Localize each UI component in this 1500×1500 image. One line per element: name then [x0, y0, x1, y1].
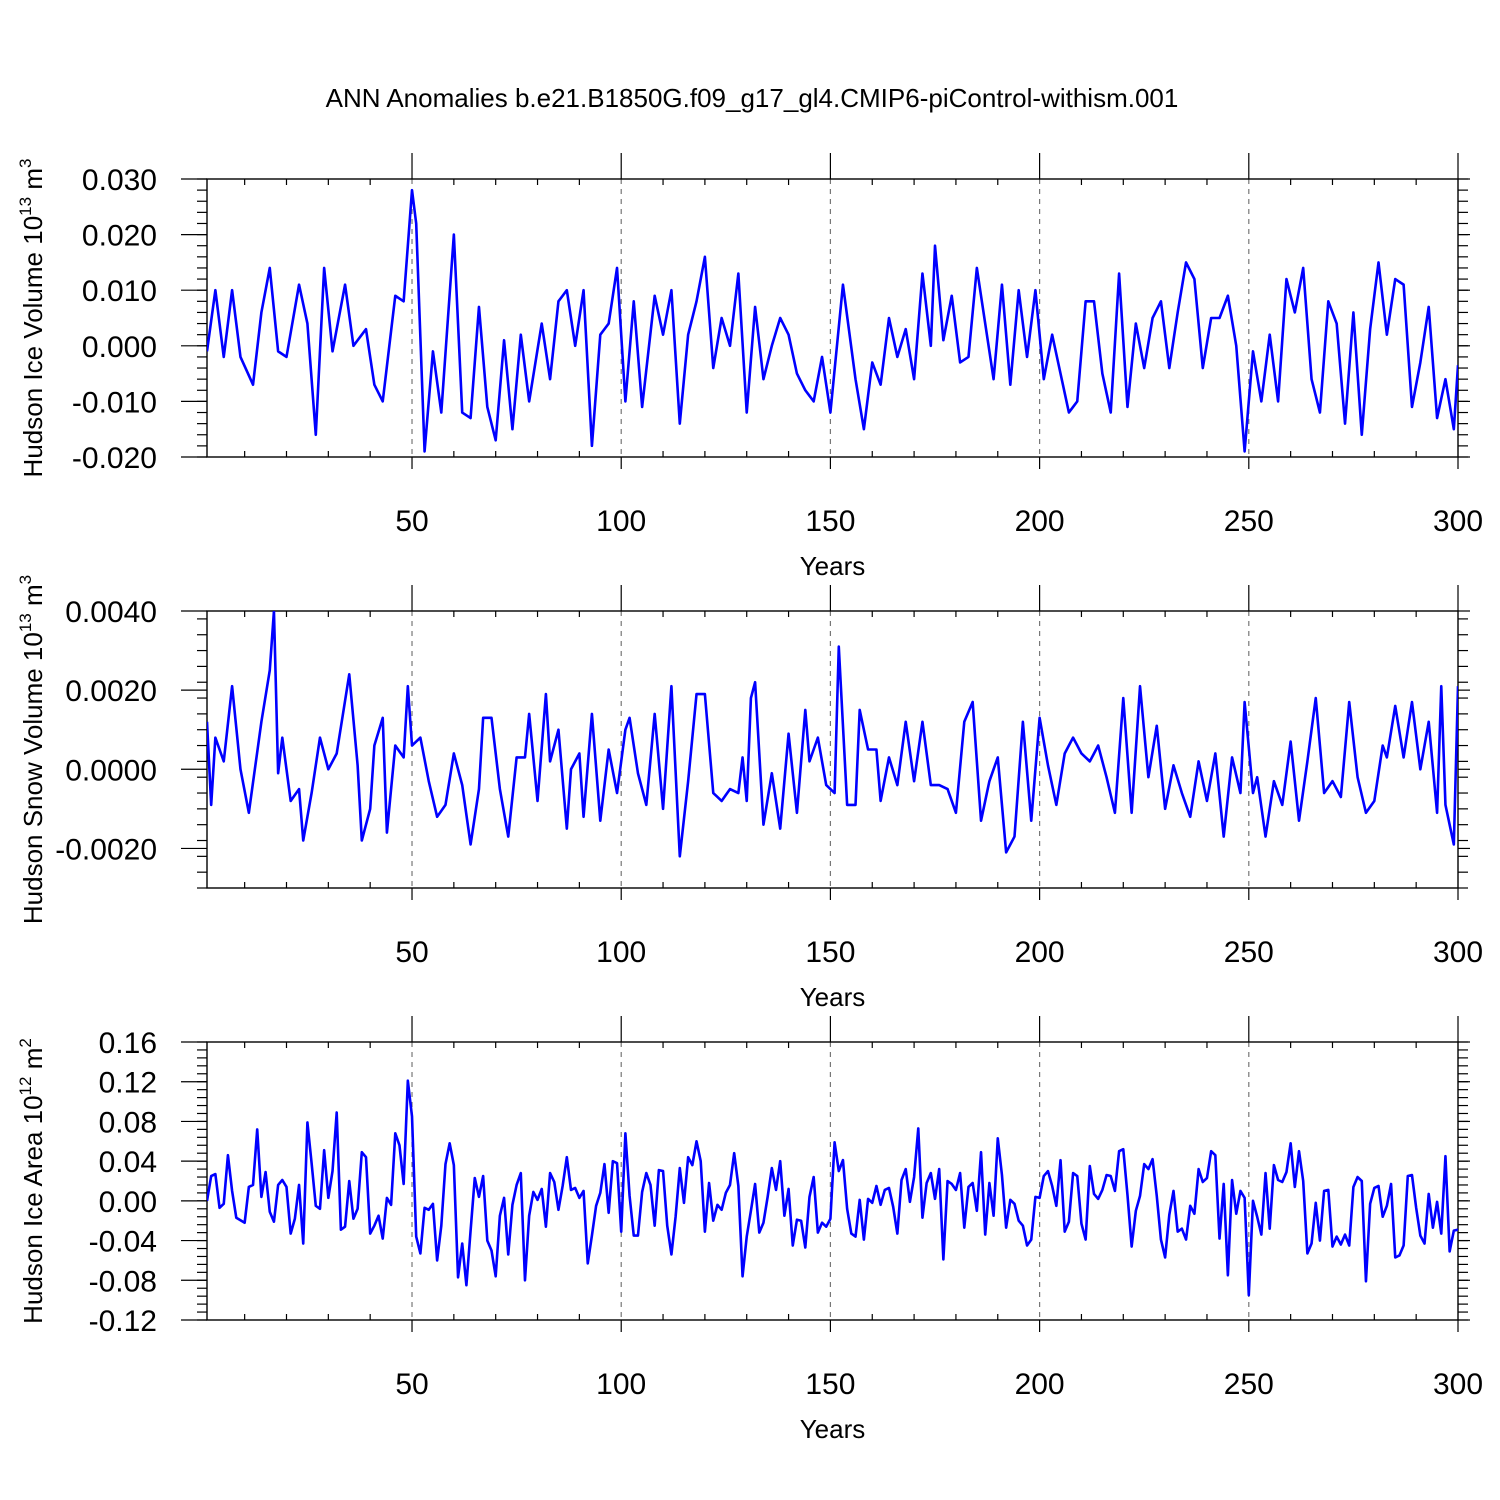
ice-area-x-axis-title: Years [800, 1414, 866, 1444]
ice-volume-x-tick-label: 300 [1433, 505, 1483, 538]
ice-area-plot-frame [206, 1041, 1459, 1321]
panels-container: 50 100 150 200 250 300 -0.020 -0.010 0.000 0.010 0… [16, 153, 1483, 1444]
snow-volume-x-tick-label: 300 [1433, 936, 1483, 969]
ice-area-y-tick-label: 0.16 [99, 1027, 157, 1060]
ice-area-x-tick-label: 200 [1015, 1368, 1065, 1401]
snow-volume-x-axis-title: Years [800, 982, 866, 1012]
snow-volume-y-tick-label: 0.0020 [65, 675, 157, 708]
ice-volume-y-tick-label: 0.030 [82, 164, 157, 197]
ice-volume-x-tick-label: 50 [395, 505, 428, 538]
ice-area-y-tick-label: -0.08 [89, 1265, 157, 1298]
ice-area-x-tick-label: 100 [596, 1368, 646, 1401]
ice-volume-x-axis-title: Years [800, 551, 866, 581]
ice-volume-x-tick-label: 250 [1224, 505, 1274, 538]
ice-area-y-tick-label: 0.08 [99, 1106, 157, 1139]
snow-volume-x-tick-label: 50 [395, 936, 428, 969]
snow-volume-y-axis-title: Hudson Snow Volume 1013 m3 [16, 575, 48, 924]
ice-volume-y-tick-label: 0.010 [82, 275, 157, 308]
ice-area-y-tick-label: 0.12 [99, 1067, 157, 1100]
ice-area-series-line [207, 1079, 1458, 1297]
ice-area-y-tick-label: -0.12 [89, 1305, 157, 1338]
figure-title: ANN Anomalies b.e21.B1850G.f09_g17_gl4.C… [326, 83, 1179, 113]
snow-volume-plot-frame [206, 610, 1459, 889]
snow-volume-y-tick-label: 0.0000 [65, 754, 157, 787]
ice-area-y-tick-label: 0.04 [99, 1146, 157, 1179]
snow-volume-series-line [207, 611, 1458, 858]
panel-ice-area: 50 100 150 200 250 300 -0.12 -0.08 -0.04 0.00 0.04… [16, 1016, 1483, 1444]
snow-volume-x-tick-label: 250 [1224, 936, 1274, 969]
ice-volume-plot-frame [206, 178, 1459, 458]
ice-area-x-tick-label: 50 [395, 1368, 428, 1401]
ice-area-y-tick-label: 0.00 [99, 1186, 157, 1219]
ice-area-x-tick-label: 150 [805, 1368, 855, 1401]
ice-area-x-tick-label: 250 [1224, 1368, 1274, 1401]
ice-volume-x-tick-label: 150 [805, 505, 855, 538]
snow-volume-x-tick-label: 150 [805, 936, 855, 969]
ice-volume-x-tick-label: 100 [596, 505, 646, 538]
ice-volume-y-tick-label: 0.000 [82, 331, 157, 364]
snow-volume-x-tick-label: 100 [596, 936, 646, 969]
panel-ice-volume: 50 100 150 200 250 300 -0.020 -0.010 0.000 0.010 0… [16, 153, 1483, 581]
ice-volume-y-tick-label: -0.010 [72, 386, 157, 419]
snow-volume-y-tick-label: -0.0020 [55, 833, 157, 866]
ice-volume-series-line [207, 188, 1458, 453]
panel-snow-volume: 50 100 150 200 250 300 -0.0020 0.0000 0.0020 0.00… [16, 575, 1483, 1012]
ice-volume-y-axis-title: Hudson Ice Volume 1013 m3 [16, 159, 48, 478]
ice-area-x-tick-label: 300 [1433, 1368, 1483, 1401]
ice-volume-x-tick-label: 200 [1015, 505, 1065, 538]
snow-volume-y-tick-label: 0.0040 [65, 596, 157, 629]
ice-area-y-tick-label: -0.04 [89, 1226, 157, 1259]
ice-volume-y-tick-label: 0.020 [82, 220, 157, 253]
snow-volume-x-tick-label: 200 [1015, 936, 1065, 969]
ice-volume-y-tick-label: -0.020 [72, 442, 157, 475]
ice-area-y-axis-title: Hudson Ice Area 1012 m2 [16, 1038, 48, 1324]
